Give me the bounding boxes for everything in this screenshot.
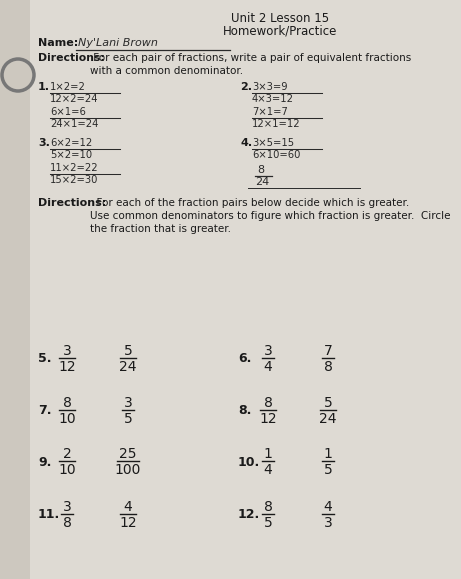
Text: 2: 2 bbox=[63, 447, 71, 461]
Text: For each pair of fractions, write a pair of equivalent fractions
with a common d: For each pair of fractions, write a pair… bbox=[90, 53, 411, 76]
Text: 4×3=12: 4×3=12 bbox=[252, 94, 294, 104]
Text: 9.: 9. bbox=[38, 456, 51, 468]
Text: Name:: Name: bbox=[38, 38, 78, 48]
Text: 4.: 4. bbox=[240, 138, 252, 148]
Text: For each of the fraction pairs below decide which is greater.
Use common denomin: For each of the fraction pairs below dec… bbox=[90, 198, 450, 234]
Text: 8: 8 bbox=[324, 360, 332, 374]
Text: 3: 3 bbox=[324, 516, 332, 530]
Text: 5: 5 bbox=[124, 412, 132, 426]
Text: 4: 4 bbox=[124, 500, 132, 514]
Text: 3: 3 bbox=[124, 396, 132, 410]
Text: Directions:: Directions: bbox=[38, 53, 105, 63]
Text: 15×2=30: 15×2=30 bbox=[50, 175, 98, 185]
Text: 7×1=7: 7×1=7 bbox=[252, 107, 288, 117]
Text: 11×2=22: 11×2=22 bbox=[50, 163, 99, 173]
Text: 1×2=2: 1×2=2 bbox=[50, 82, 86, 92]
Text: 8: 8 bbox=[63, 516, 71, 530]
Text: 5×2=10: 5×2=10 bbox=[50, 150, 92, 160]
Text: 8.: 8. bbox=[238, 405, 251, 417]
Text: 4: 4 bbox=[264, 360, 272, 374]
Text: 8: 8 bbox=[264, 396, 272, 410]
Text: 3×3=9: 3×3=9 bbox=[252, 82, 288, 92]
Text: Ny'Lani Brown: Ny'Lani Brown bbox=[78, 38, 158, 48]
Text: 2.: 2. bbox=[240, 82, 252, 92]
Text: 12.: 12. bbox=[238, 508, 260, 522]
Text: 24: 24 bbox=[119, 360, 137, 374]
Text: 7.: 7. bbox=[38, 405, 52, 417]
Text: 24×1=24: 24×1=24 bbox=[50, 119, 98, 129]
Text: 7: 7 bbox=[324, 344, 332, 358]
Text: Homework/Practice: Homework/Practice bbox=[223, 24, 337, 37]
Text: 1: 1 bbox=[324, 447, 332, 461]
Text: 12×1=12: 12×1=12 bbox=[252, 119, 301, 129]
Text: 24: 24 bbox=[255, 177, 269, 187]
Text: 12×2=24: 12×2=24 bbox=[50, 94, 99, 104]
Text: Unit 2 Lesson 15: Unit 2 Lesson 15 bbox=[231, 12, 329, 25]
Text: 5: 5 bbox=[124, 344, 132, 358]
Text: 4: 4 bbox=[324, 500, 332, 514]
Text: 8: 8 bbox=[264, 500, 272, 514]
Text: 3: 3 bbox=[63, 344, 71, 358]
Text: 6×2=12: 6×2=12 bbox=[50, 138, 92, 148]
Text: 10: 10 bbox=[58, 412, 76, 426]
Text: 1.: 1. bbox=[38, 82, 50, 92]
Circle shape bbox=[2, 59, 34, 91]
Text: 6×1=6: 6×1=6 bbox=[50, 107, 86, 117]
Text: 1: 1 bbox=[264, 447, 272, 461]
Text: 5: 5 bbox=[324, 396, 332, 410]
Text: 25: 25 bbox=[119, 447, 137, 461]
Text: 11.: 11. bbox=[38, 508, 60, 522]
Text: 8: 8 bbox=[257, 165, 264, 175]
Text: 5.: 5. bbox=[38, 353, 52, 365]
Text: 3: 3 bbox=[264, 344, 272, 358]
Text: 10.: 10. bbox=[238, 456, 260, 468]
Text: 24: 24 bbox=[319, 412, 337, 426]
Text: 12: 12 bbox=[259, 412, 277, 426]
Text: 10: 10 bbox=[58, 463, 76, 477]
Text: 12: 12 bbox=[58, 360, 76, 374]
Text: 3: 3 bbox=[63, 500, 71, 514]
Text: 6×10=60: 6×10=60 bbox=[252, 150, 301, 160]
Text: 6.: 6. bbox=[238, 353, 251, 365]
Text: 5: 5 bbox=[264, 516, 272, 530]
Text: 5: 5 bbox=[324, 463, 332, 477]
Text: 100: 100 bbox=[115, 463, 141, 477]
Text: 8: 8 bbox=[63, 396, 71, 410]
Text: 3.: 3. bbox=[38, 138, 50, 148]
Text: 12: 12 bbox=[119, 516, 137, 530]
Text: 3×5=15: 3×5=15 bbox=[252, 138, 294, 148]
Text: 4: 4 bbox=[264, 463, 272, 477]
Text: Directions:: Directions: bbox=[38, 198, 106, 208]
